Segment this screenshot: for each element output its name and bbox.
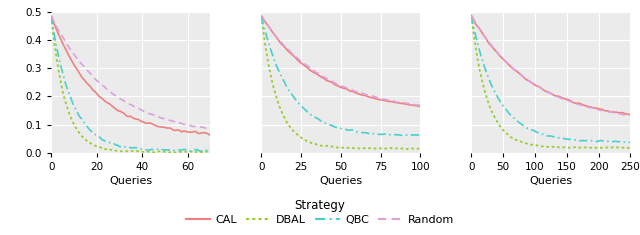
Legend: CAL, DBAL, QBC, Random: CAL, DBAL, QBC, Random bbox=[181, 194, 459, 229]
X-axis label: Queries: Queries bbox=[319, 176, 362, 186]
X-axis label: Queries: Queries bbox=[109, 176, 152, 186]
X-axis label: Queries: Queries bbox=[529, 176, 572, 186]
